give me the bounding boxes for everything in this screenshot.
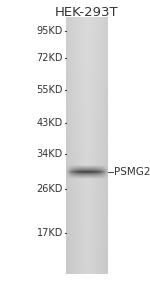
- Text: 55KD: 55KD: [36, 85, 63, 95]
- Text: 34KD: 34KD: [37, 149, 63, 159]
- Text: 43KD: 43KD: [37, 118, 63, 128]
- Text: 26KD: 26KD: [37, 184, 63, 194]
- Text: 95KD: 95KD: [37, 26, 63, 36]
- Text: 72KD: 72KD: [36, 53, 63, 63]
- Text: PSMG2: PSMG2: [114, 167, 150, 177]
- Text: HEK-293T: HEK-293T: [55, 6, 119, 19]
- Text: 17KD: 17KD: [37, 228, 63, 238]
